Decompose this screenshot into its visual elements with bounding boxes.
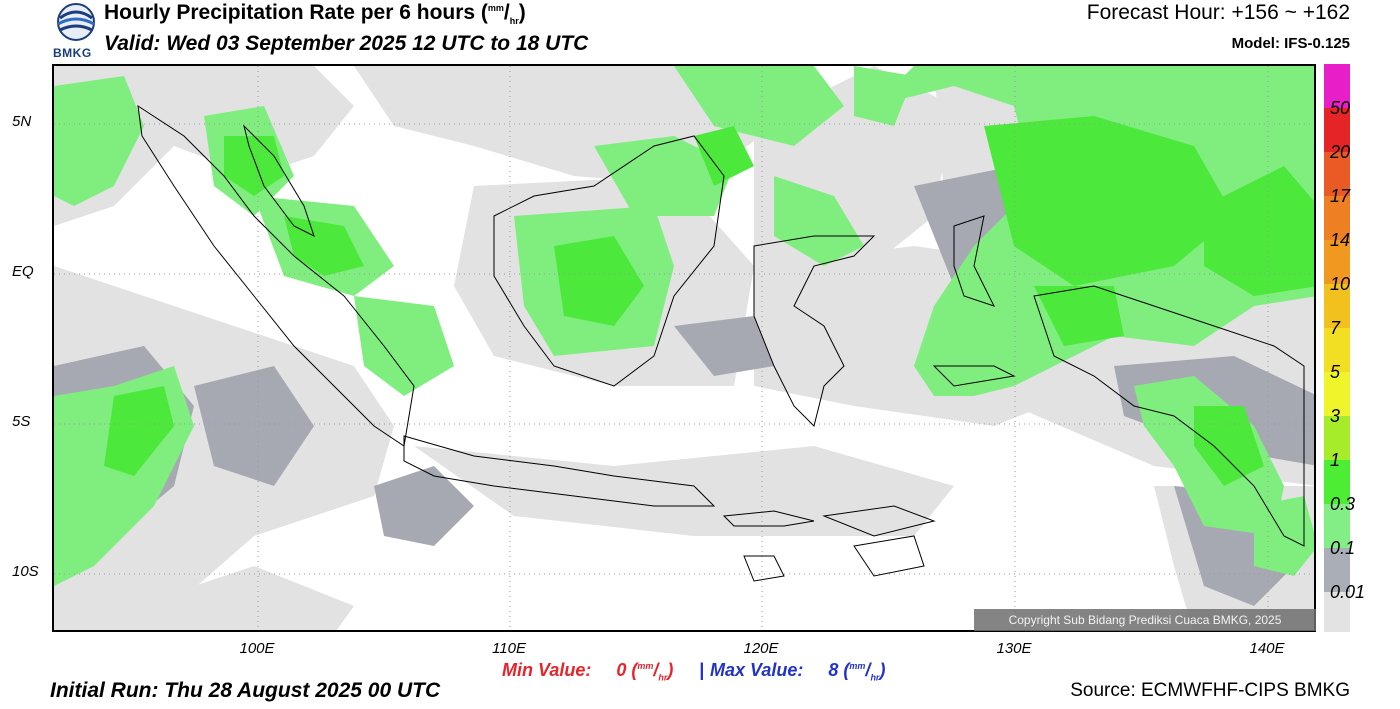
model-label: Model: IFS-0.125: [1231, 35, 1350, 52]
map-title: Hourly Precipitation Rate per 6 hours (m…: [104, 1, 526, 27]
value-separator: |: [699, 660, 705, 680]
lat-label-eq: EQ: [12, 263, 34, 280]
map-canvas: [54, 66, 1314, 630]
logo-text: BMKG: [53, 46, 92, 60]
legend-swatch: [1324, 548, 1350, 592]
copyright-notice: Copyright Sub Bidang Prediksi Cuaca BMKG…: [974, 609, 1316, 631]
precipitation-map: [52, 64, 1316, 632]
legend-swatch: [1324, 196, 1350, 240]
legend-swatch: [1324, 328, 1350, 372]
bmkg-logo: [57, 3, 95, 41]
coastlines: [137, 104, 1305, 582]
legend-swatch: [1324, 416, 1350, 460]
lon-label-100e: 100E: [239, 640, 275, 657]
forecast-hour: Forecast Hour: +156 ~ +162: [1086, 1, 1350, 24]
data-source: Source: ECMWFHF-CIPS BMKG: [1070, 680, 1350, 701]
heavy-precip-areas: [104, 116, 1314, 486]
legend-label: 17: [1330, 186, 1351, 206]
legend-label: 14: [1330, 230, 1351, 250]
legend-swatch: [1324, 108, 1350, 152]
lat-label-5s: 5S: [12, 413, 31, 430]
legend-swatch: [1324, 240, 1350, 284]
legend-swatch: [1324, 460, 1350, 504]
max-value-label: Max Value: 8 (mm/hr): [710, 660, 886, 683]
graticule: [54, 66, 1314, 630]
lon-label-120e: 120E: [743, 640, 779, 657]
legend-swatch: [1324, 592, 1350, 632]
legend-label: 0.3: [1330, 494, 1356, 514]
lon-label-110e: 110E: [492, 640, 526, 657]
legend-label: 10: [1330, 274, 1351, 294]
legend-label: 0.01: [1330, 582, 1366, 602]
legend-label: 7: [1330, 318, 1341, 338]
valid-time: Valid: Wed 03 September 2025 12 UTC to 1…: [104, 32, 589, 55]
legend-label: 3: [1330, 406, 1341, 426]
legend-swatch: [1324, 152, 1350, 196]
legend-label: 20: [1330, 142, 1351, 162]
legend-swatch: [1324, 64, 1350, 108]
legend-label: 5: [1330, 362, 1341, 382]
legend-label: 50: [1330, 98, 1351, 118]
lon-label-140e: 140E: [1249, 640, 1285, 657]
min-value-label: Min Value: 0 (mm/hr): [502, 660, 674, 683]
lat-label-5n: 5N: [12, 113, 32, 130]
legend-label: 0.1: [1330, 538, 1356, 558]
initial-run: Initial Run: Thu 28 August 2025 00 UTC: [50, 679, 441, 702]
legend-swatch: [1324, 372, 1350, 416]
legend-label: 1: [1330, 450, 1341, 470]
legend-swatch: [1324, 504, 1350, 548]
lat-label-10s: 10S: [12, 563, 39, 580]
lon-label-130e: 130E: [996, 640, 1032, 657]
legend-swatch: [1324, 284, 1350, 328]
